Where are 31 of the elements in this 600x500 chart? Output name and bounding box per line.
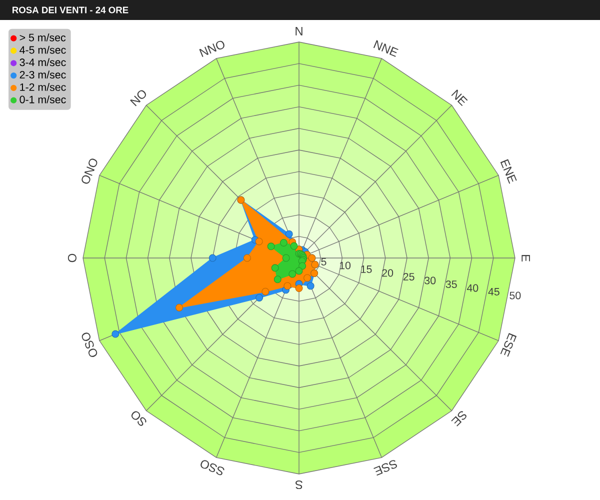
y-tick-label: 45 bbox=[488, 288, 500, 296]
spoke-label: SE bbox=[451, 411, 466, 426]
spoke-label: O bbox=[68, 254, 76, 262]
y-tick-label: 50 bbox=[510, 292, 521, 300]
legend-label: 2-3 m/sec bbox=[20, 70, 66, 79]
spoke-label: NE bbox=[451, 90, 468, 106]
spoke-label: NNO bbox=[199, 40, 224, 57]
spoke-label: N bbox=[296, 27, 302, 36]
spoke-label: SSE bbox=[374, 460, 397, 476]
y-tick-label: 30 bbox=[424, 276, 436, 284]
spoke-label: SO bbox=[131, 411, 146, 426]
legend-label: > 5 m/sec bbox=[20, 33, 66, 42]
spoke-label: S bbox=[296, 480, 302, 490]
spoke-label: SSO bbox=[200, 460, 224, 476]
spoke-label: OSO bbox=[82, 332, 98, 358]
legend-label: 1-2 m/sec bbox=[20, 83, 66, 91]
legend-label: 0-1 m/sec bbox=[20, 95, 66, 104]
spoke-label: E bbox=[522, 254, 530, 262]
spoke-label: ONO bbox=[82, 158, 98, 184]
y-tick-label: 5 bbox=[321, 258, 326, 266]
y-tick-label: 20 bbox=[382, 269, 394, 277]
spoke-label: ESE bbox=[500, 333, 517, 357]
y-tick-label: 25 bbox=[403, 272, 414, 281]
legend-label: 3-4 m/sec bbox=[20, 58, 66, 66]
y-tick-label: 40 bbox=[466, 284, 478, 292]
spoke-label: ENE bbox=[500, 159, 517, 184]
spoke-label: NO bbox=[130, 90, 146, 106]
legend-label: 4-5 m/sec bbox=[20, 46, 66, 54]
y-tick-label: 35 bbox=[446, 280, 457, 288]
spoke-label: NNE bbox=[373, 40, 398, 57]
chart-title: ROSA DEI VENTI - 24 ORE bbox=[12, 6, 128, 14]
